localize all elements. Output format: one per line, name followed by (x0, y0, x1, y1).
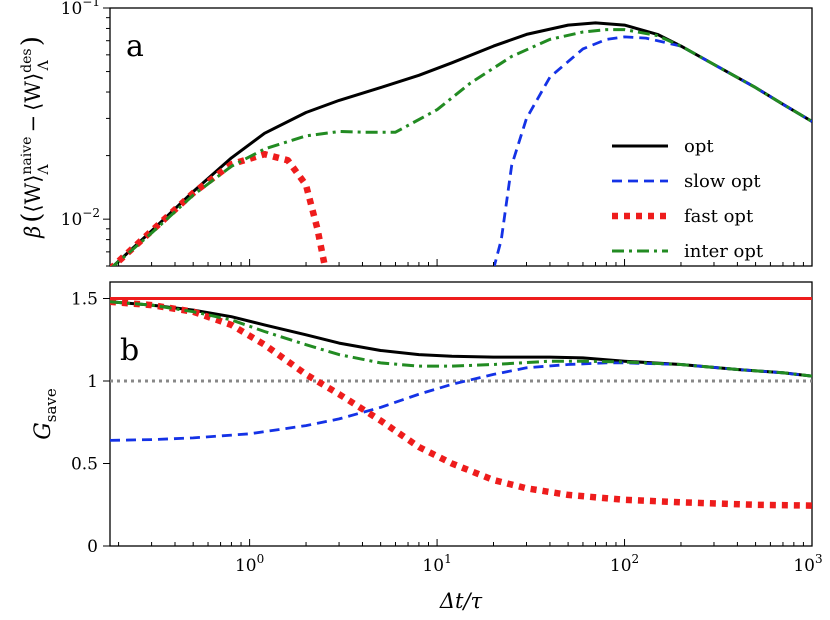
panel-b-xtick-label-0: 100 (235, 552, 264, 576)
panel-a-ytick-label-0: 10−2 (61, 206, 100, 230)
svg-text:β(⟨W⟩naiveΛ−⟨W⟩desΛ): β(⟨W⟩naiveΛ−⟨W⟩desΛ) (17, 36, 52, 239)
panel-b-ytick-label-0: 0 (87, 537, 98, 557)
panel-b-series-inter-opt (110, 300, 812, 378)
svg-text:Gsave: Gsave (31, 388, 60, 440)
panel-a-series-slow-opt (492, 35, 812, 266)
legend-label-slow-opt: slow opt (684, 171, 761, 192)
panel-b-ytick-label-2: 1 (87, 372, 98, 392)
legend-label-inter-opt: inter opt (684, 241, 764, 262)
panel-b-ytick-label-3: 1.5 (71, 290, 98, 310)
legend-label-opt: opt (684, 136, 714, 157)
panel-b-ylabel: Gsave (31, 388, 60, 440)
panel-b-letter: b (120, 333, 139, 368)
panel-b-ytick-label-1: 0.5 (71, 455, 98, 475)
x-axis-label: Δt/τ (439, 589, 483, 613)
panel-b: 100 101 102 103 0 0.5 1 1.5 b Gsave Δt/τ (31, 281, 823, 613)
panel-b-xtick-label-1: 101 (422, 552, 451, 576)
panel-a: 10−2 10−1 a β(⟨W⟩naiveΛ−⟨W⟩desΛ) opt slow … (17, 0, 813, 267)
panel-a-ytick-label-1: 10−1 (61, 0, 100, 19)
panel-b-frame (109, 281, 813, 547)
panel-a-series-fast-opt (110, 150, 328, 266)
panel-b-series-slow-opt (110, 361, 812, 442)
panel-a-letter: a (126, 29, 144, 64)
legend: opt slow opt fast opt inter opt (612, 136, 764, 262)
panel-b-series-fast-opt (110, 298, 812, 509)
panel-b-xtick-label-2: 102 (610, 552, 639, 576)
panel-b-xtick-label-3: 103 (793, 552, 822, 576)
panel-a-frame (109, 7, 813, 267)
legend-label-fast-opt: fast opt (684, 206, 754, 227)
panel-b-series-opt (110, 300, 812, 378)
panel-a-ylabel: β(⟨W⟩naiveΛ−⟨W⟩desΛ) (17, 36, 52, 239)
panel-a-series-inter-opt (111, 28, 812, 266)
